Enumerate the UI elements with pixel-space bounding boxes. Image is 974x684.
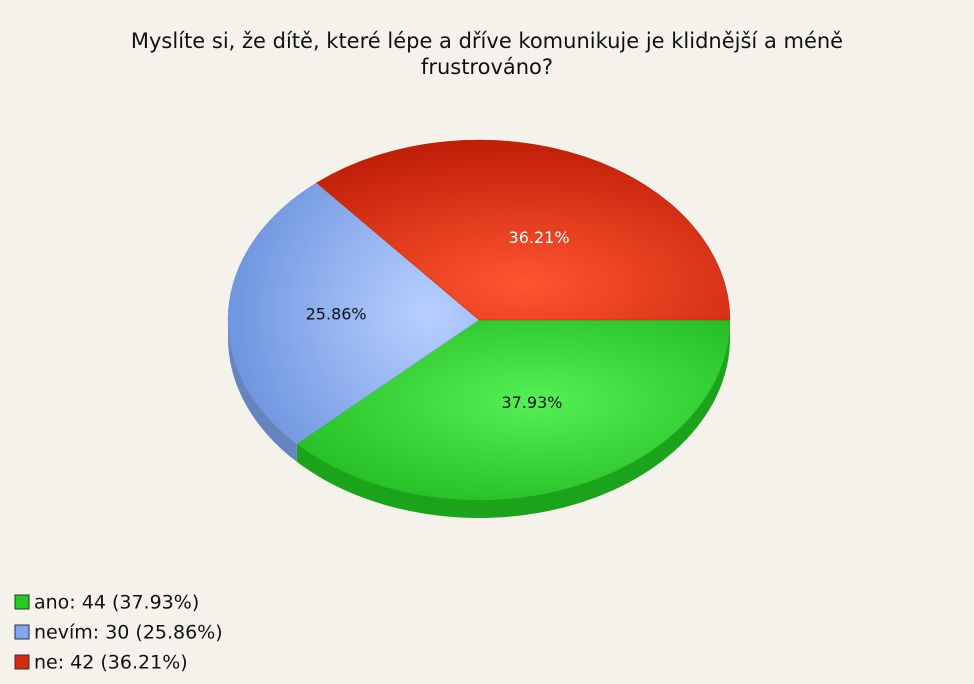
legend-swatch — [14, 624, 30, 640]
pie-slice — [316, 139, 731, 321]
legend-label: nevím: 30 (25.86%) — [34, 622, 223, 644]
pie-slice — [296, 319, 731, 501]
chart-title: Myslíte si, že dítě, které lépe a dříve … — [131, 29, 843, 53]
legend-label: ne: 42 (36.21%) — [34, 652, 188, 674]
legend-label: ano: 44 (37.93%) — [34, 592, 199, 614]
data-label: 36.21% — [509, 228, 570, 247]
pie-slice-side — [228, 320, 297, 462]
data-label: 25.86% — [306, 305, 367, 324]
legend-swatch — [14, 654, 30, 670]
legend-swatch — [14, 594, 30, 610]
pie-slice — [227, 182, 480, 445]
chart-title: frustrováno? — [421, 55, 553, 79]
data-label: 37.93% — [501, 393, 562, 412]
